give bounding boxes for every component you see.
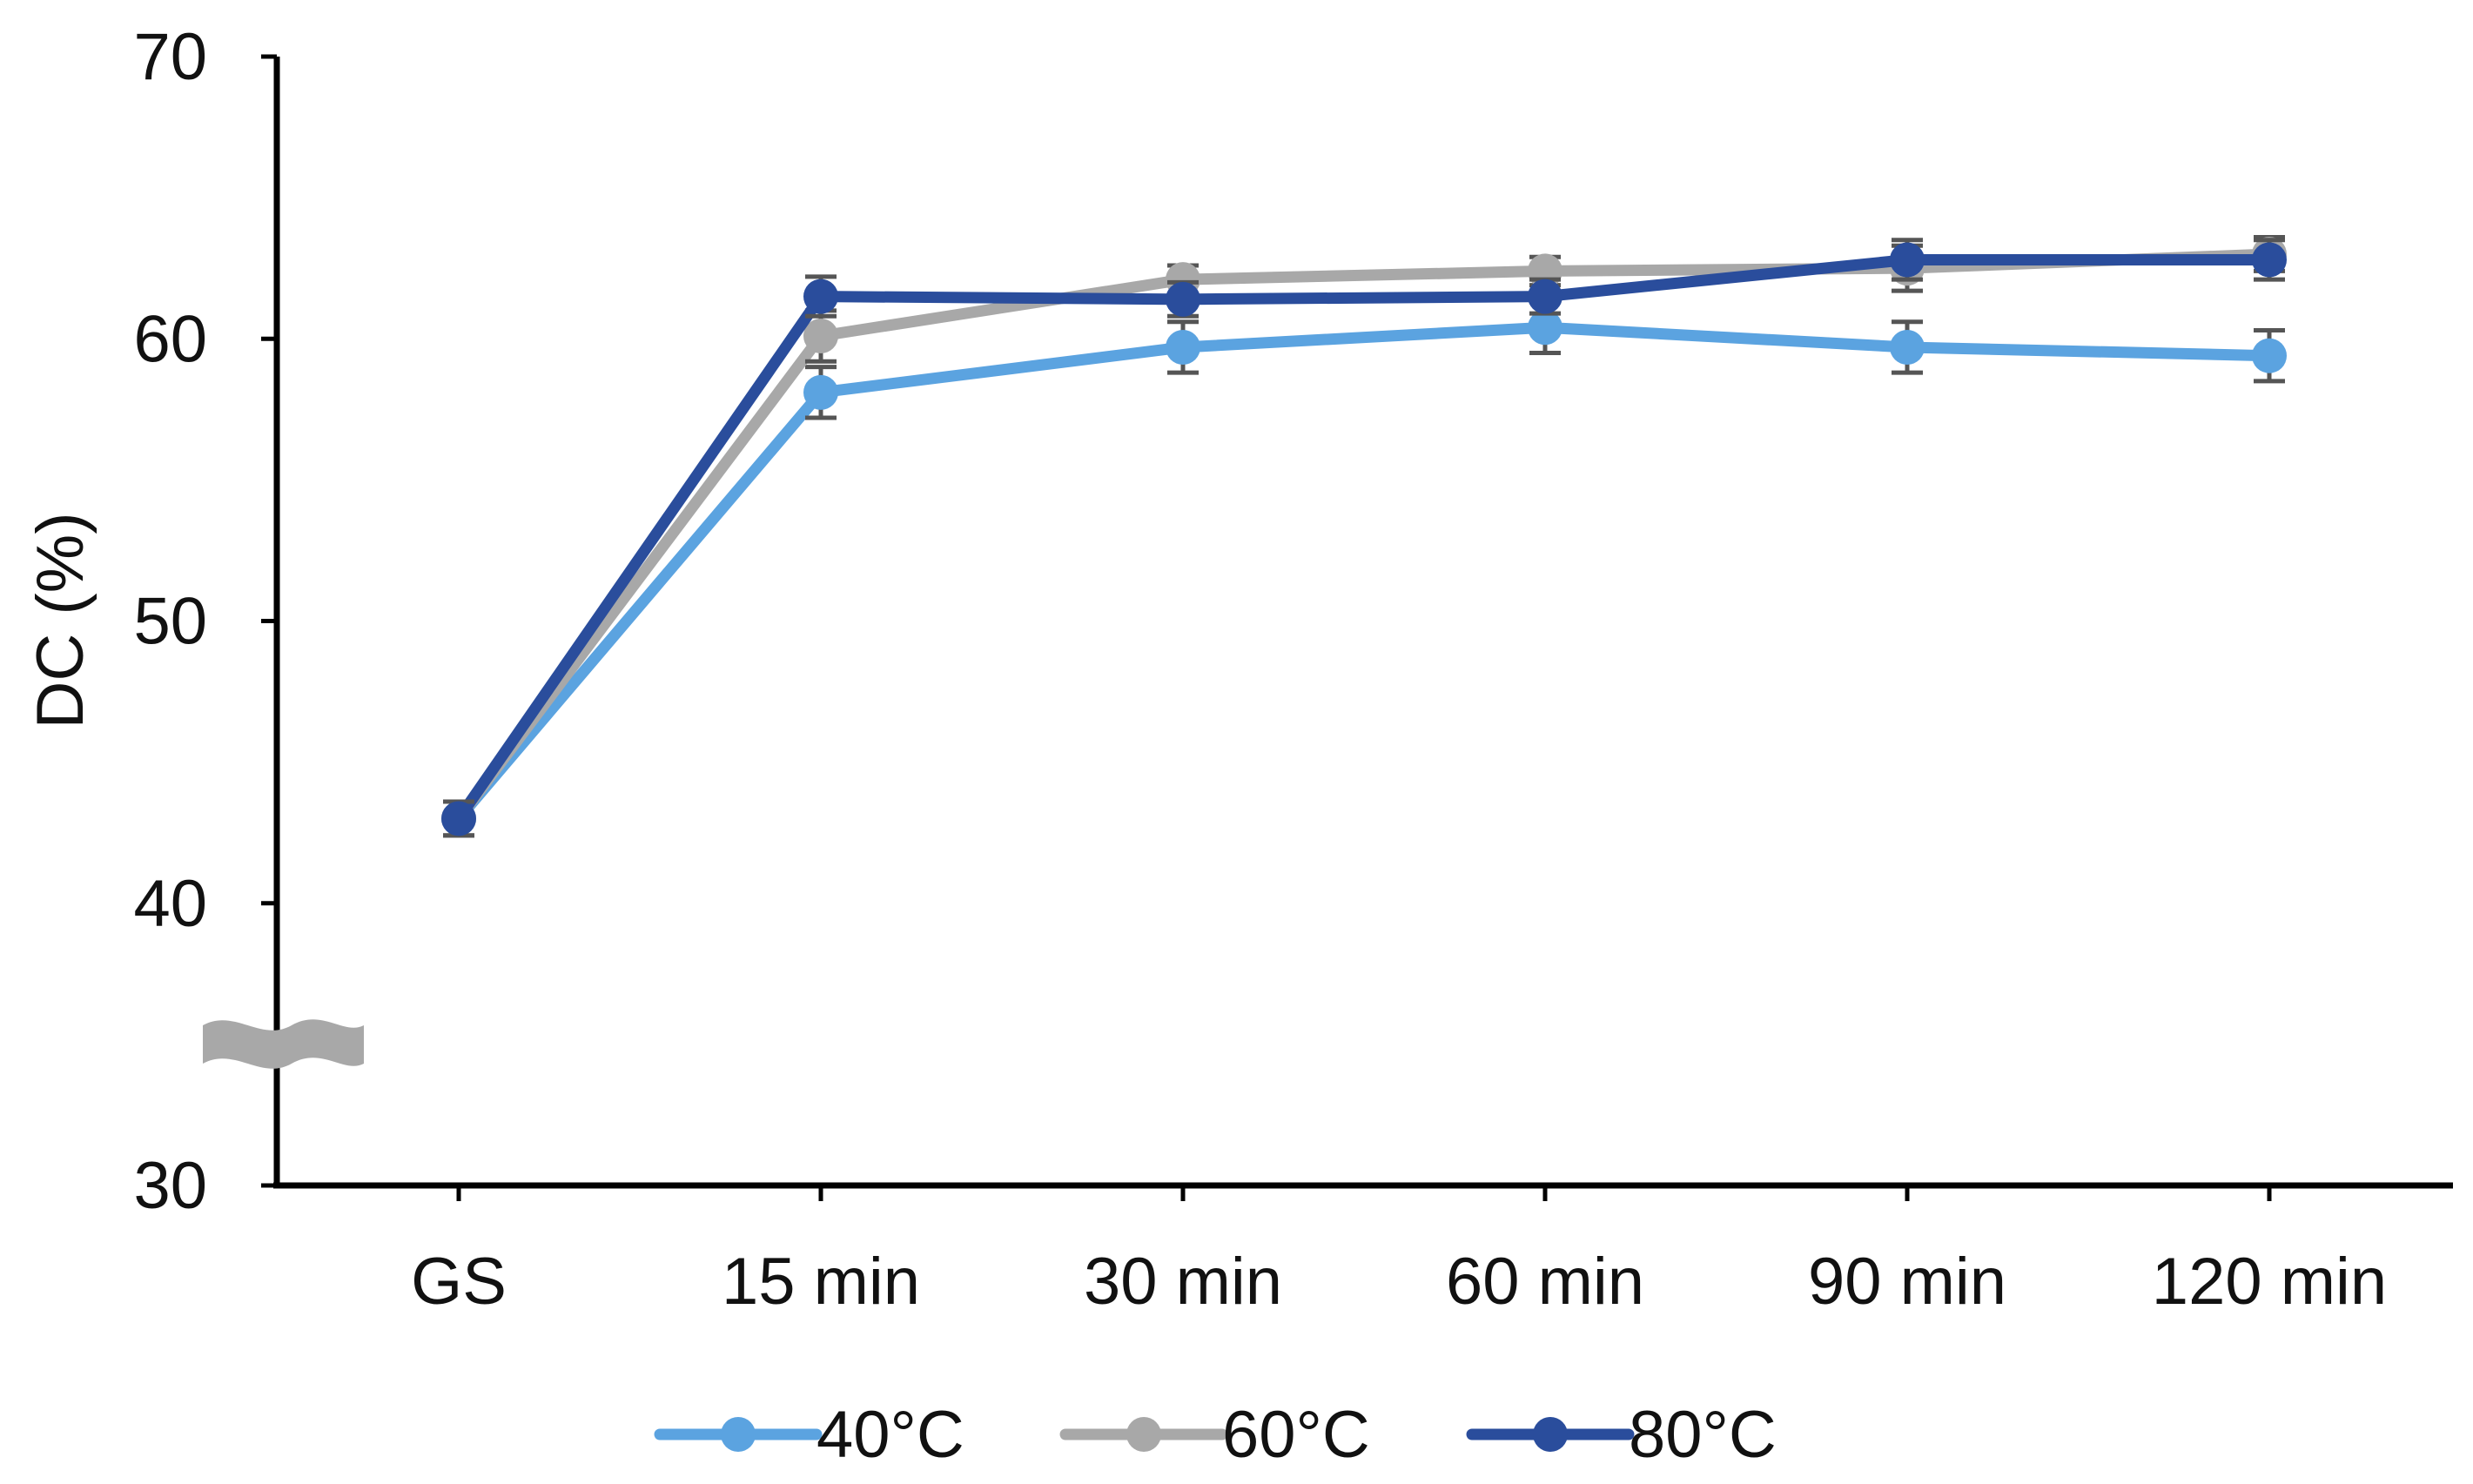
x-tick-label: 90 min — [1808, 1245, 2006, 1319]
y-tick-label: 50 — [133, 585, 207, 659]
y-ticks: 30 40 50 60 70 — [133, 20, 277, 1223]
series-line — [453, 253, 2275, 824]
legend-label: 60°C — [1222, 1398, 1370, 1472]
legend-item-1: 60°C — [1059, 1398, 1370, 1472]
legend-item-2: 80°C — [1466, 1398, 1777, 1472]
series-2 — [441, 238, 2287, 838]
data-point — [1890, 242, 1925, 278]
legend-item-0: 40°C — [654, 1398, 964, 1472]
y-tick-label: 60 — [133, 302, 207, 376]
series-line — [453, 248, 2275, 824]
series-layer — [441, 235, 2287, 838]
x-ticks: GS 15 min 30 min 60 min 90 min 120 min — [411, 1185, 2387, 1319]
data-point — [803, 279, 838, 314]
legend-label: 40°C — [816, 1398, 964, 1472]
legend-swatch-marker — [1533, 1417, 1568, 1452]
data-point — [803, 374, 838, 410]
legend-swatch-marker — [1126, 1417, 1161, 1452]
data-point — [1890, 329, 1925, 365]
x-tick-label: 15 min — [722, 1245, 920, 1319]
data-point — [1528, 310, 1562, 346]
data-point — [1166, 329, 1200, 365]
x-tick-label: 30 min — [1084, 1245, 1282, 1319]
data-point — [1166, 281, 1200, 317]
data-point — [1528, 279, 1562, 314]
legend-swatch-marker — [721, 1417, 756, 1452]
y-tick-label: 70 — [133, 20, 207, 94]
data-point — [2252, 242, 2287, 278]
x-tick-label: 120 min — [2152, 1245, 2387, 1319]
data-point — [2252, 338, 2287, 373]
series-0 — [441, 299, 2287, 838]
y-tick-label: 40 — [133, 867, 207, 941]
series-line — [453, 321, 2275, 824]
data-point — [441, 801, 476, 836]
legend-label: 80°C — [1629, 1398, 1777, 1472]
y-axis-label: DC (%) — [24, 512, 97, 729]
data-point — [803, 319, 838, 354]
x-tick-label: GS — [411, 1245, 507, 1319]
x-tick-label: 60 min — [1446, 1245, 1644, 1319]
axis-break-symbol — [203, 1019, 364, 1069]
y-tick-label: 30 — [133, 1149, 207, 1223]
series-1 — [441, 235, 2287, 838]
legend: 40°C 60°C 80°C — [654, 1398, 1777, 1472]
